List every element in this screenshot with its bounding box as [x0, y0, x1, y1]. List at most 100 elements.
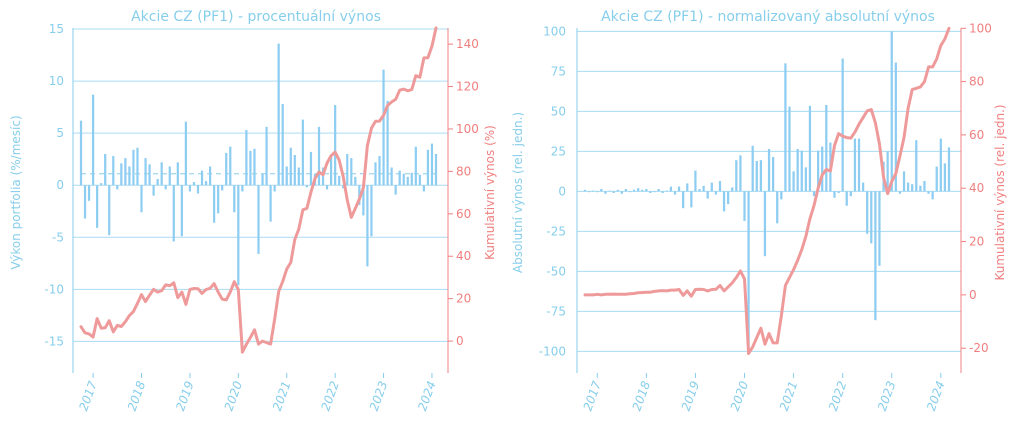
bar — [682, 191, 685, 209]
bar — [669, 186, 673, 192]
bar — [812, 191, 816, 197]
y2-tick-label: 100 — [456, 122, 479, 136]
bar — [132, 149, 135, 186]
bar — [229, 146, 232, 186]
bar — [87, 185, 91, 201]
bar — [402, 173, 405, 186]
bar — [422, 185, 426, 192]
bar — [164, 185, 167, 190]
absolute-return-chart: Akcie CZ (PF1) - normalizovaný absolutní… — [511, 9, 1007, 413]
bar — [148, 164, 151, 186]
bar — [796, 148, 799, 192]
bar — [645, 188, 648, 192]
bar — [200, 170, 204, 186]
x-tick-label: 2020 — [728, 379, 752, 413]
x-tick-label: 2017 — [580, 379, 604, 413]
y-tick-label: -15 — [44, 334, 64, 348]
bar — [124, 158, 127, 186]
bar — [277, 43, 280, 186]
bar — [91, 94, 95, 186]
bar — [354, 176, 357, 186]
bar — [686, 183, 689, 192]
bar — [800, 150, 803, 192]
x-tick-label: 2017 — [76, 379, 100, 413]
bar — [649, 191, 652, 193]
x-tick-label: 2022 — [826, 379, 850, 412]
bar — [612, 191, 615, 193]
bar — [596, 191, 599, 193]
bar — [821, 146, 824, 192]
bar — [426, 149, 430, 186]
bar — [241, 185, 244, 192]
bar — [394, 185, 397, 195]
bar — [731, 187, 734, 192]
bar — [583, 189, 587, 192]
bar — [841, 58, 844, 192]
bar — [245, 130, 248, 186]
bar — [108, 185, 111, 236]
bar — [289, 147, 292, 186]
bar — [878, 191, 881, 266]
bar — [398, 170, 401, 186]
bar — [747, 191, 750, 352]
y2-tick-label: 80 — [456, 164, 471, 178]
bar — [677, 186, 681, 192]
bar — [894, 62, 897, 192]
bar — [406, 176, 409, 186]
bar — [253, 148, 256, 186]
bar — [217, 185, 220, 214]
bar — [698, 188, 701, 192]
y-tick-label: 25 — [551, 144, 566, 158]
bar — [83, 185, 87, 219]
bar — [362, 185, 365, 216]
bar — [632, 189, 636, 192]
bar — [378, 156, 381, 186]
bar — [156, 178, 159, 186]
y-tick-label: -25 — [546, 224, 566, 238]
y2-tick-label: 20 — [969, 235, 984, 249]
bar — [317, 126, 321, 186]
bar — [366, 185, 369, 267]
bar — [225, 152, 228, 186]
bar — [743, 191, 746, 221]
bar — [624, 188, 628, 192]
bar — [608, 190, 611, 192]
bar — [249, 150, 252, 186]
bar — [592, 190, 595, 192]
bar — [176, 162, 179, 186]
bar — [943, 163, 947, 192]
bar — [604, 191, 607, 194]
chart-title: Akcie CZ (PF1) - normalizovaný absolutní… — [601, 9, 935, 25]
y-tick-label: 50 — [551, 104, 566, 118]
bar — [140, 185, 143, 213]
x-tick-label: 2023 — [367, 379, 391, 412]
bar — [390, 167, 393, 186]
bar — [342, 185, 345, 189]
bar — [919, 185, 922, 192]
x-tick-label: 2019 — [173, 379, 197, 412]
bar — [350, 158, 353, 186]
y2-tick-label: 0 — [456, 334, 464, 348]
bar — [661, 191, 664, 193]
y-tick-label: -75 — [546, 304, 566, 318]
x-tick-label: 2021 — [270, 379, 294, 412]
bar — [837, 191, 840, 193]
bar — [281, 104, 284, 186]
x-tick-label: 2021 — [777, 379, 801, 412]
bar — [257, 185, 260, 254]
bar — [915, 140, 918, 192]
bar — [297, 167, 300, 186]
bar — [414, 146, 417, 186]
y2-axis-label: Kumulativní výnos (%) — [483, 125, 497, 260]
bar — [330, 157, 333, 186]
cumulative-line — [79, 26, 438, 354]
y2-tick-label: 80 — [969, 75, 984, 89]
bar — [653, 191, 656, 193]
bar — [112, 156, 115, 186]
cumulative-line — [583, 26, 951, 355]
bar — [616, 189, 619, 192]
bar — [285, 166, 288, 186]
bar — [767, 148, 771, 192]
bar — [434, 153, 438, 186]
